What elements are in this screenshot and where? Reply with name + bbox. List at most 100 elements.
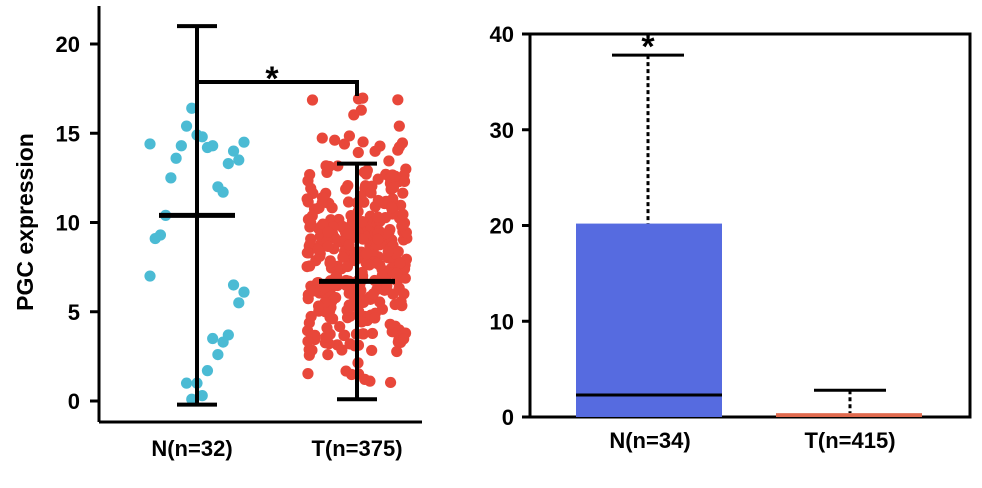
data-point-t: [384, 318, 396, 330]
data-point-t: [369, 312, 381, 324]
boxplot-panel: 0 10 20 30 40 N(n=34) T(n=415) *: [490, 22, 972, 453]
data-point-t: [366, 344, 378, 357]
data-point-n: [227, 279, 240, 291]
data-point-t: [342, 228, 354, 240]
data-point-t: [367, 288, 379, 300]
data-point-t: [306, 94, 319, 106]
y-tick-label: 20: [56, 32, 80, 57]
data-point-t: [372, 233, 384, 246]
data-point-t: [322, 240, 334, 253]
significance-star: *: [265, 60, 279, 98]
x-tick-label: N(n=32): [151, 436, 232, 461]
data-point-n: [217, 336, 229, 348]
data-point-n: [201, 365, 214, 377]
data-point-t: [356, 216, 368, 228]
data-point-t: [395, 295, 407, 308]
data-point-n: [170, 152, 182, 164]
data-point-t: [312, 300, 325, 312]
data-point-t: [329, 134, 341, 146]
data-point-t: [393, 141, 406, 153]
data-point-t: [399, 272, 411, 284]
data-point-n: [212, 348, 224, 361]
data-point-t: [365, 187, 377, 199]
data-point-t: [357, 270, 369, 282]
data-point-n: [149, 232, 161, 245]
data-point-t: [386, 202, 398, 214]
data-point-t: [330, 292, 342, 304]
data-point-t: [357, 136, 369, 148]
data-point-n: [233, 297, 245, 309]
data-point-t: [360, 247, 373, 260]
data-point-n: [144, 138, 156, 150]
y-tick-label: 15: [56, 121, 80, 146]
data-point-t: [372, 194, 384, 207]
data-point-t: [398, 175, 411, 187]
data-point-t: [338, 138, 351, 150]
data-point-t: [344, 338, 356, 350]
data-point-n: [233, 154, 245, 166]
data-point-n: [238, 286, 250, 298]
data-point-t: [305, 217, 317, 229]
data-point-t: [343, 130, 355, 142]
data-point-t: [382, 246, 394, 258]
data-point-t: [306, 344, 318, 356]
x-tick-label: T(n=415): [804, 428, 895, 453]
data-point-t: [301, 193, 313, 205]
data-point-n: [144, 270, 156, 282]
scatter-panel: 0 5 10 15 20 * PGC expression N(n=32) T(n=375…: [12, 6, 422, 461]
data-point-t: [302, 368, 314, 380]
box: [576, 223, 722, 417]
data-point-t: [359, 373, 371, 385]
data-point-t: [352, 93, 365, 105]
data-point-t: [363, 259, 375, 271]
significance-star: *: [641, 28, 655, 66]
data-point-n: [212, 181, 224, 193]
data-point-t: [322, 349, 334, 361]
data-point-t: [391, 267, 403, 279]
data-point-t: [338, 329, 350, 342]
data-point-t: [342, 196, 355, 208]
data-point-t: [383, 155, 395, 167]
data-point-t: [323, 160, 335, 173]
data-point-t: [380, 228, 392, 240]
error-bars: [159, 24, 395, 407]
data-point-t: [340, 183, 352, 195]
data-point-t: [345, 209, 357, 222]
data-point-n: [238, 136, 250, 148]
data-point-n: [222, 157, 234, 170]
data-point-t: [340, 365, 352, 377]
y-tick-label: 20: [490, 214, 514, 239]
data-point-t: [387, 182, 400, 194]
y-tick-label: 30: [490, 118, 514, 143]
data-point-t: [389, 170, 401, 182]
data-point-t: [352, 146, 364, 159]
data-point-t: [376, 270, 388, 282]
data-point-t: [372, 211, 384, 223]
data-point-t: [304, 168, 316, 181]
data-point-t: [316, 191, 329, 204]
data-point-t: [398, 333, 410, 345]
y-tick-label: 10: [490, 309, 514, 334]
data-point-t: [394, 257, 406, 270]
y-ticks: 0 10 20 30 40: [490, 22, 530, 430]
data-point-t: [322, 226, 334, 238]
x-tick-labels: N(n=32) T(n=375): [151, 436, 402, 461]
y-tick-label: 0: [68, 389, 80, 414]
x-tick-label: N(n=34): [609, 428, 690, 453]
data-point-t: [387, 288, 399, 300]
scatter-points: [144, 92, 413, 405]
data-point-t: [312, 243, 324, 256]
data-point-n: [227, 145, 240, 157]
y-axis-label: PGC expression: [12, 133, 38, 311]
data-point-t: [302, 335, 314, 347]
data-point-n: [186, 102, 198, 114]
data-point-t: [391, 345, 403, 358]
data-point-t: [321, 322, 333, 334]
data-point-t: [334, 320, 346, 333]
data-point-t: [316, 132, 328, 144]
y-ticks: 0 5 10 15 20: [56, 32, 99, 414]
data-point-t: [397, 187, 409, 199]
significance-bracket: *: [197, 60, 359, 98]
data-point-t: [301, 247, 313, 259]
data-point-t: [357, 233, 369, 245]
